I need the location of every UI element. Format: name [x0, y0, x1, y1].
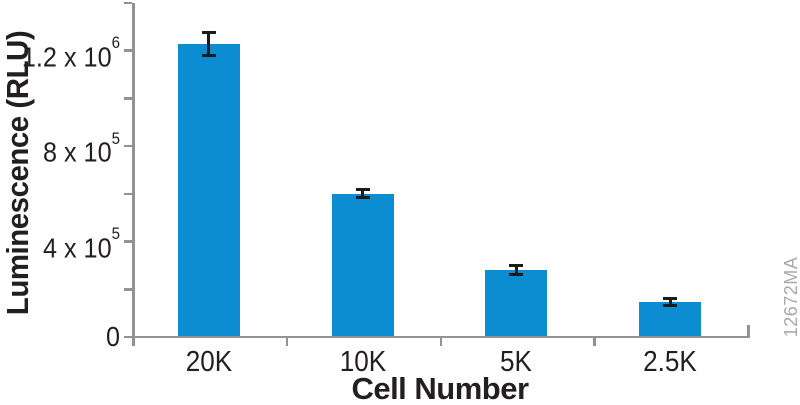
figure-id-watermark: 12672MA — [781, 256, 800, 338]
bar — [639, 302, 702, 337]
bar — [485, 270, 548, 337]
x-tick — [285, 337, 289, 346]
error-bar-cap-top — [201, 30, 216, 34]
y-tick — [124, 97, 132, 100]
x-axis-title: Cell Number — [351, 371, 529, 405]
error-bar-line — [668, 298, 672, 306]
error-bar-line — [514, 265, 518, 275]
y-tick — [124, 240, 132, 243]
y-axis — [132, 3, 135, 346]
x-tick-label: 5K — [500, 346, 533, 378]
error-bar-cap-bottom — [509, 273, 524, 277]
error-bar-cap-top — [509, 264, 524, 268]
error-bar-line — [361, 189, 365, 198]
y-axis-title: Luminescence (RLU) — [0, 30, 35, 316]
error-bar-cap-bottom — [355, 196, 370, 200]
error-bar-line — [207, 32, 211, 55]
x-tick-label: 20K — [185, 346, 233, 378]
y-tick-label: 1.2 x 106 — [21, 33, 120, 73]
bar — [331, 193, 394, 337]
error-bar-cap-top — [663, 297, 678, 301]
bar — [177, 43, 240, 337]
y-tick — [124, 1, 132, 5]
y-tick — [124, 335, 132, 339]
y-tick — [124, 288, 132, 291]
x-axis-end-cap — [747, 325, 750, 337]
x-tick-label: 2.5K — [643, 346, 697, 378]
error-bar-cap-top — [355, 188, 370, 192]
y-tick-label: 0 — [105, 321, 120, 352]
x-tick — [132, 337, 135, 346]
x-tick — [593, 337, 596, 346]
x-tick-label: 10K — [339, 346, 386, 378]
y-tick-label: 8 x 105 — [42, 128, 120, 168]
y-tick — [124, 192, 132, 196]
error-bar-cap-bottom — [201, 53, 216, 57]
y-tick — [124, 49, 132, 52]
y-tick — [124, 144, 132, 148]
x-tick — [439, 337, 442, 346]
y-tick-label: 4 x 105 — [42, 224, 120, 263]
error-bar-cap-bottom — [663, 304, 678, 308]
